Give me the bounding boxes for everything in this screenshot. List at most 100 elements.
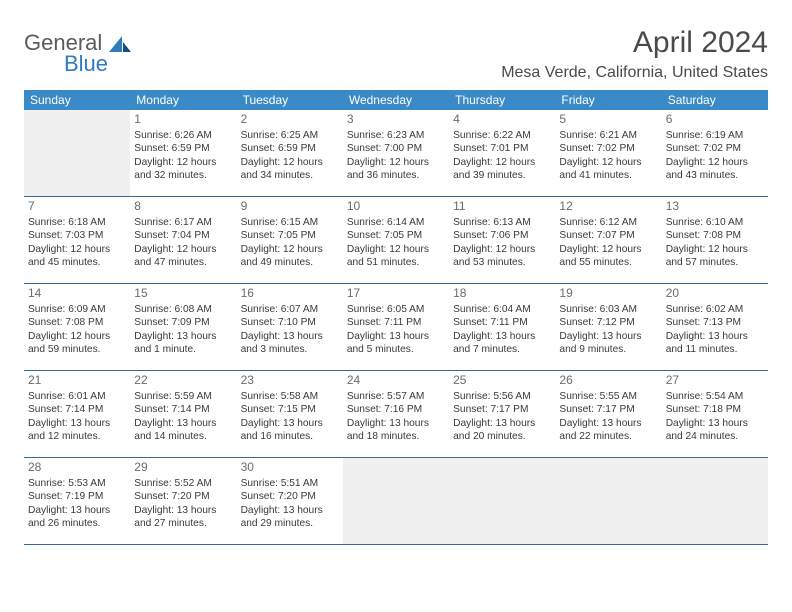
day-cell: 28Sunrise: 5:53 AMSunset: 7:19 PMDayligh… [24, 458, 130, 544]
day-number: 11 [453, 199, 551, 215]
sunset-line: Sunset: 7:08 PM [28, 316, 126, 329]
sunrise-line: Sunrise: 6:18 AM [28, 216, 126, 229]
day-cell: 10Sunrise: 6:14 AMSunset: 7:05 PMDayligh… [343, 197, 449, 283]
sunset-line: Sunset: 7:17 PM [559, 403, 657, 416]
daylight-line: Daylight: 12 hours and 57 minutes. [666, 243, 764, 270]
logo-text-block: General Blue [24, 32, 131, 75]
dow-saturday: Saturday [662, 90, 768, 110]
day-cell: 21Sunrise: 6:01 AMSunset: 7:14 PMDayligh… [24, 371, 130, 457]
day-number: 14 [28, 286, 126, 302]
day-number: 20 [666, 286, 764, 302]
daylight-line: Daylight: 13 hours and 18 minutes. [347, 417, 445, 444]
sunrise-line: Sunrise: 6:15 AM [241, 216, 339, 229]
sunrise-line: Sunrise: 6:21 AM [559, 129, 657, 142]
daylight-line: Daylight: 12 hours and 53 minutes. [453, 243, 551, 270]
day-number: 26 [559, 373, 657, 389]
daylight-line: Daylight: 12 hours and 47 minutes. [134, 243, 232, 270]
day-number: 6 [666, 112, 764, 128]
day-number: 18 [453, 286, 551, 302]
sunrise-line: Sunrise: 5:52 AM [134, 477, 232, 490]
day-number: 1 [134, 112, 232, 128]
sunset-line: Sunset: 7:03 PM [28, 229, 126, 242]
sunset-line: Sunset: 7:11 PM [347, 316, 445, 329]
daylight-line: Daylight: 13 hours and 26 minutes. [28, 504, 126, 531]
week-row: 7Sunrise: 6:18 AMSunset: 7:03 PMDaylight… [24, 197, 768, 284]
day-cell: 5Sunrise: 6:21 AMSunset: 7:02 PMDaylight… [555, 110, 661, 196]
day-cell: 18Sunrise: 6:04 AMSunset: 7:11 PMDayligh… [449, 284, 555, 370]
sunrise-line: Sunrise: 6:04 AM [453, 303, 551, 316]
daylight-line: Daylight: 13 hours and 7 minutes. [453, 330, 551, 357]
day-cell: 9Sunrise: 6:15 AMSunset: 7:05 PMDaylight… [237, 197, 343, 283]
day-cell: 1Sunrise: 6:26 AMSunset: 6:59 PMDaylight… [130, 110, 236, 196]
empty-day-cell [449, 458, 555, 544]
daylight-line: Daylight: 12 hours and 32 minutes. [134, 156, 232, 183]
sunrise-line: Sunrise: 6:12 AM [559, 216, 657, 229]
day-cell: 3Sunrise: 6:23 AMSunset: 7:00 PMDaylight… [343, 110, 449, 196]
sunset-line: Sunset: 7:07 PM [559, 229, 657, 242]
sunset-line: Sunset: 6:59 PM [241, 142, 339, 155]
daylight-line: Daylight: 12 hours and 43 minutes. [666, 156, 764, 183]
daylight-line: Daylight: 13 hours and 16 minutes. [241, 417, 339, 444]
logo: General Blue [24, 26, 131, 75]
sunrise-line: Sunrise: 6:19 AM [666, 129, 764, 142]
empty-day-cell [555, 458, 661, 544]
sunrise-line: Sunrise: 6:02 AM [666, 303, 764, 316]
daylight-line: Daylight: 13 hours and 22 minutes. [559, 417, 657, 444]
daylight-line: Daylight: 12 hours and 51 minutes. [347, 243, 445, 270]
daylight-line: Daylight: 13 hours and 14 minutes. [134, 417, 232, 444]
sunrise-line: Sunrise: 6:05 AM [347, 303, 445, 316]
sunrise-line: Sunrise: 5:54 AM [666, 390, 764, 403]
day-number: 12 [559, 199, 657, 215]
day-cell: 26Sunrise: 5:55 AMSunset: 7:17 PMDayligh… [555, 371, 661, 457]
sunset-line: Sunset: 7:00 PM [347, 142, 445, 155]
sunset-line: Sunset: 7:05 PM [347, 229, 445, 242]
sail-icon [109, 36, 131, 57]
sunrise-line: Sunrise: 6:08 AM [134, 303, 232, 316]
day-cell: 15Sunrise: 6:08 AMSunset: 7:09 PMDayligh… [130, 284, 236, 370]
daylight-line: Daylight: 12 hours and 45 minutes. [28, 243, 126, 270]
sunrise-line: Sunrise: 5:56 AM [453, 390, 551, 403]
day-cell: 16Sunrise: 6:07 AMSunset: 7:10 PMDayligh… [237, 284, 343, 370]
day-cell: 11Sunrise: 6:13 AMSunset: 7:06 PMDayligh… [449, 197, 555, 283]
day-cell: 4Sunrise: 6:22 AMSunset: 7:01 PMDaylight… [449, 110, 555, 196]
daylight-line: Daylight: 12 hours and 59 minutes. [28, 330, 126, 357]
sunset-line: Sunset: 7:04 PM [134, 229, 232, 242]
week-row: 1Sunrise: 6:26 AMSunset: 6:59 PMDaylight… [24, 110, 768, 197]
sunrise-line: Sunrise: 5:57 AM [347, 390, 445, 403]
sunrise-line: Sunrise: 5:55 AM [559, 390, 657, 403]
title-block: April 2024 Mesa Verde, California, Unite… [501, 26, 768, 82]
dow-header-row: Sunday Monday Tuesday Wednesday Thursday… [24, 90, 768, 110]
daylight-line: Daylight: 13 hours and 1 minute. [134, 330, 232, 357]
day-cell: 13Sunrise: 6:10 AMSunset: 7:08 PMDayligh… [662, 197, 768, 283]
day-number: 27 [666, 373, 764, 389]
day-number: 10 [347, 199, 445, 215]
day-number: 25 [453, 373, 551, 389]
day-cell: 22Sunrise: 5:59 AMSunset: 7:14 PMDayligh… [130, 371, 236, 457]
daylight-line: Daylight: 12 hours and 41 minutes. [559, 156, 657, 183]
dow-wednesday: Wednesday [343, 90, 449, 110]
day-number: 24 [347, 373, 445, 389]
empty-day-cell [662, 458, 768, 544]
sunset-line: Sunset: 7:09 PM [134, 316, 232, 329]
day-cell: 17Sunrise: 6:05 AMSunset: 7:11 PMDayligh… [343, 284, 449, 370]
day-cell: 2Sunrise: 6:25 AMSunset: 6:59 PMDaylight… [237, 110, 343, 196]
sunset-line: Sunset: 7:20 PM [241, 490, 339, 503]
daylight-line: Daylight: 12 hours and 55 minutes. [559, 243, 657, 270]
sunrise-line: Sunrise: 6:13 AM [453, 216, 551, 229]
day-number: 9 [241, 199, 339, 215]
daylight-line: Daylight: 13 hours and 9 minutes. [559, 330, 657, 357]
day-number: 23 [241, 373, 339, 389]
dow-monday: Monday [130, 90, 236, 110]
day-cell: 25Sunrise: 5:56 AMSunset: 7:17 PMDayligh… [449, 371, 555, 457]
sunrise-line: Sunrise: 5:51 AM [241, 477, 339, 490]
sunset-line: Sunset: 7:14 PM [28, 403, 126, 416]
dow-thursday: Thursday [449, 90, 555, 110]
empty-day-cell [24, 110, 130, 196]
daylight-line: Daylight: 13 hours and 20 minutes. [453, 417, 551, 444]
sunset-line: Sunset: 7:13 PM [666, 316, 764, 329]
sunset-line: Sunset: 7:14 PM [134, 403, 232, 416]
sunset-line: Sunset: 7:18 PM [666, 403, 764, 416]
sunset-line: Sunset: 7:12 PM [559, 316, 657, 329]
day-cell: 8Sunrise: 6:17 AMSunset: 7:04 PMDaylight… [130, 197, 236, 283]
daylight-line: Daylight: 12 hours and 34 minutes. [241, 156, 339, 183]
